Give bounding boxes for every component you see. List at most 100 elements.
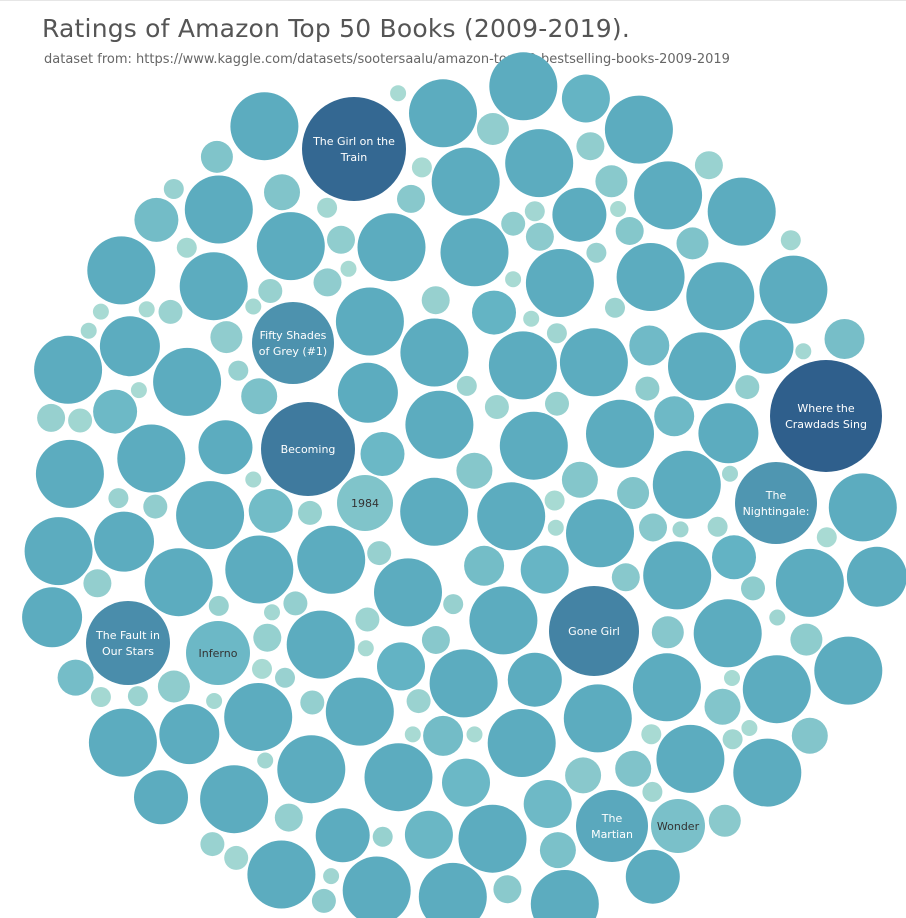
book-bubble[interactable] — [443, 594, 464, 615]
book-bubble[interactable] — [423, 715, 464, 756]
book-bubble[interactable] — [87, 236, 156, 305]
book-bubble[interactable] — [472, 290, 516, 335]
book-bubble[interactable] — [257, 752, 274, 769]
book-bubble[interactable] — [642, 781, 663, 802]
book-bubble[interactable] — [769, 609, 786, 626]
book-bubble[interactable] — [286, 610, 355, 679]
book-bubble[interactable] — [230, 92, 299, 161]
book-bubble[interactable] — [429, 649, 498, 718]
book-bubble[interactable] — [499, 411, 568, 480]
book-bubble[interactable] — [298, 500, 322, 525]
book-bubble[interactable] — [355, 607, 380, 632]
book-bubble[interactable] — [458, 804, 527, 873]
book-bubble[interactable] — [342, 856, 411, 918]
book-bubble[interactable] — [184, 175, 253, 244]
book-bubble[interactable] — [138, 301, 155, 318]
book-bubble[interactable] — [274, 803, 303, 832]
book-bubble[interactable] — [80, 322, 97, 339]
book-bubble[interactable] — [791, 717, 828, 754]
book-bubble[interactable] — [816, 527, 837, 548]
book-bubble[interactable] — [493, 875, 522, 904]
book-bubble[interactable] — [476, 113, 509, 145]
book-bubble[interactable] — [604, 95, 673, 164]
book-bubble[interactable] — [22, 587, 83, 648]
book-bubble[interactable] — [694, 151, 723, 180]
bubble-the-nightingale[interactable] — [735, 462, 817, 544]
book-bubble[interactable] — [117, 424, 186, 493]
book-bubble[interactable] — [206, 693, 223, 709]
book-bubble[interactable] — [576, 132, 605, 161]
book-bubble[interactable] — [456, 375, 477, 396]
book-bubble[interactable] — [163, 179, 184, 199]
book-bubble[interactable] — [300, 690, 325, 715]
book-bubble[interactable] — [615, 217, 644, 245]
book-bubble[interactable] — [323, 868, 340, 885]
book-bubble[interactable] — [561, 74, 610, 123]
book-bubble[interactable] — [586, 242, 607, 263]
book-bubble[interactable] — [547, 519, 564, 536]
book-bubble[interactable] — [68, 408, 93, 433]
book-bubble[interactable] — [88, 708, 157, 777]
book-bubble[interactable] — [615, 750, 652, 787]
book-bubble[interactable] — [421, 626, 450, 654]
book-bubble[interactable] — [37, 403, 66, 432]
book-bubble[interactable] — [364, 743, 433, 812]
bubble-fifty-shades-of-grey-1[interactable] — [252, 302, 334, 384]
book-bubble[interactable] — [224, 683, 293, 751]
book-bubble[interactable] — [824, 319, 865, 359]
book-bubble[interactable] — [724, 670, 740, 686]
book-bubble[interactable] — [340, 260, 357, 277]
book-bubble[interactable] — [595, 165, 628, 198]
book-bubble[interactable] — [775, 548, 844, 617]
book-bubble[interactable] — [739, 319, 794, 374]
book-bubble[interactable] — [405, 390, 474, 459]
book-bubble[interactable] — [780, 230, 801, 251]
book-bubble[interactable] — [153, 347, 222, 416]
book-bubble[interactable] — [846, 546, 906, 607]
book-bubble[interactable] — [525, 222, 554, 251]
book-bubble[interactable] — [586, 399, 654, 468]
book-bubble[interactable] — [200, 765, 269, 834]
book-bubble[interactable] — [464, 545, 505, 586]
book-bubble[interactable] — [654, 396, 695, 437]
bubble-the-girl-on-the-train[interactable] — [302, 97, 406, 201]
bubble-the-martian[interactable] — [576, 790, 648, 862]
book-bubble[interactable] — [625, 849, 680, 904]
book-bubble[interactable] — [24, 517, 93, 586]
book-bubble[interactable] — [616, 243, 685, 311]
book-bubble[interactable] — [372, 826, 393, 847]
book-bubble[interactable] — [641, 724, 662, 745]
book-bubble[interactable] — [335, 287, 404, 356]
book-bubble[interactable] — [520, 545, 569, 594]
book-bubble[interactable] — [315, 808, 370, 863]
book-bubble[interactable] — [698, 403, 759, 464]
book-bubble[interactable] — [611, 563, 640, 592]
book-bubble[interactable] — [552, 187, 607, 242]
bubble-wonder[interactable] — [651, 799, 705, 853]
book-bubble[interactable] — [431, 147, 500, 216]
book-bubble[interactable] — [374, 558, 442, 627]
book-bubble[interactable] — [176, 237, 197, 258]
book-bubble[interactable] — [134, 770, 188, 825]
book-bubble[interactable] — [283, 591, 308, 616]
book-bubble[interactable] — [639, 513, 667, 542]
book-bubble[interactable] — [704, 688, 741, 725]
book-bubble[interactable] — [651, 616, 684, 649]
book-bubble[interactable] — [247, 840, 316, 909]
book-bubble[interactable] — [525, 249, 594, 317]
book-bubble[interactable] — [686, 262, 755, 331]
book-bubble[interactable] — [487, 709, 556, 777]
book-bubble[interactable] — [539, 832, 576, 869]
book-bubble[interactable] — [505, 271, 522, 288]
book-bubble[interactable] — [566, 499, 634, 568]
book-bubble[interactable] — [733, 738, 802, 807]
book-bubble[interactable] — [317, 197, 338, 218]
book-bubble[interactable] — [634, 161, 703, 230]
book-bubble[interactable] — [92, 303, 109, 320]
book-bubble[interactable] — [176, 481, 245, 550]
book-bubble[interactable] — [456, 452, 493, 489]
book-bubble[interactable] — [210, 321, 243, 354]
book-bubble[interactable] — [275, 667, 295, 688]
book-bubble[interactable] — [253, 623, 282, 652]
book-bubble[interactable] — [404, 726, 421, 743]
